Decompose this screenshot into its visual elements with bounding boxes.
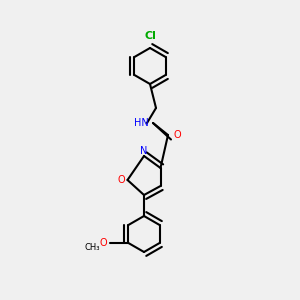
- Text: O: O: [118, 175, 125, 185]
- Text: O: O: [99, 238, 107, 248]
- Text: Cl: Cl: [144, 31, 156, 41]
- Text: HN: HN: [134, 118, 148, 128]
- Text: CH₃: CH₃: [85, 243, 100, 252]
- Text: N: N: [140, 146, 148, 157]
- Text: O: O: [173, 130, 181, 140]
